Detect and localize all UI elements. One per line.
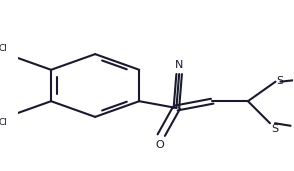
Text: Cl: Cl [0,44,8,53]
Text: S: S [277,76,284,86]
Text: S: S [271,124,278,134]
Text: N: N [175,60,183,70]
Text: Cl: Cl [0,118,8,127]
Text: O: O [156,140,164,150]
